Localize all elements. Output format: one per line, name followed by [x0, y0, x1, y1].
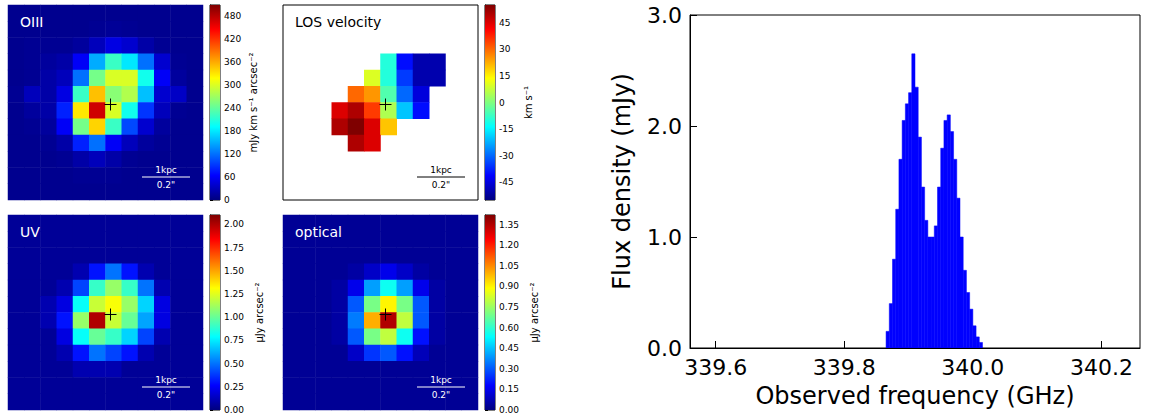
- svg-text:2.00: 2.00: [224, 219, 244, 229]
- svg-text:μJy arcsec⁻²: μJy arcsec⁻²: [254, 282, 265, 342]
- svg-text:Flux density (mJy): Flux density (mJy): [608, 73, 636, 290]
- svg-text:15: 15: [499, 71, 510, 81]
- svg-text:0.00: 0.00: [224, 405, 244, 415]
- svg-text:60: 60: [224, 172, 236, 182]
- svg-text:0.25: 0.25: [224, 382, 244, 392]
- svg-text:0.90: 0.90: [499, 281, 519, 291]
- svg-text:UV: UV: [20, 224, 40, 240]
- svg-text:339.6: 339.6: [684, 355, 747, 380]
- svg-text:1.20: 1.20: [499, 240, 519, 250]
- svg-text:339.8: 339.8: [813, 355, 876, 380]
- svg-text:300: 300: [224, 80, 241, 90]
- svg-text:0.2": 0.2": [432, 180, 450, 190]
- svg-text:30: 30: [499, 44, 511, 54]
- svg-text:0.75: 0.75: [499, 302, 519, 312]
- svg-text:480: 480: [224, 11, 241, 21]
- svg-text:340.2: 340.2: [1070, 355, 1133, 380]
- svg-text:1kpc: 1kpc: [430, 375, 452, 385]
- svg-text:0.2": 0.2": [157, 390, 175, 400]
- svg-text:Observed frequency (GHz): Observed frequency (GHz): [755, 382, 1074, 410]
- svg-text:0.50: 0.50: [224, 359, 244, 369]
- svg-text:340.0: 340.0: [941, 355, 1004, 380]
- svg-text:0.2": 0.2": [157, 180, 175, 190]
- svg-text:1.35: 1.35: [499, 220, 519, 230]
- svg-text:0.2": 0.2": [432, 390, 450, 400]
- svg-text:1kpc: 1kpc: [155, 375, 177, 385]
- svg-text:45: 45: [499, 18, 510, 28]
- svg-text:0.45: 0.45: [499, 343, 519, 353]
- svg-text:0.75: 0.75: [224, 335, 244, 345]
- svg-text:0: 0: [499, 98, 505, 108]
- svg-text:-45: -45: [499, 177, 514, 187]
- svg-text:3.0: 3.0: [647, 3, 682, 28]
- svg-text:1.75: 1.75: [224, 243, 244, 253]
- svg-text:240: 240: [224, 103, 241, 113]
- svg-text:-15: -15: [499, 124, 514, 134]
- svg-text:2.0: 2.0: [647, 114, 682, 139]
- svg-text:1kpc: 1kpc: [155, 165, 177, 175]
- svg-text:1.00: 1.00: [224, 312, 244, 322]
- svg-text:LOS velocity: LOS velocity: [295, 14, 381, 30]
- svg-text:420: 420: [224, 34, 241, 44]
- svg-text:μJy arcsec⁻²: μJy arcsec⁻²: [529, 282, 540, 342]
- svg-text:1.0: 1.0: [647, 225, 682, 250]
- svg-text:1.05: 1.05: [499, 261, 519, 271]
- svg-text:OIII: OIII: [20, 14, 43, 30]
- svg-text:120: 120: [224, 149, 241, 159]
- svg-text:0.0: 0.0: [647, 336, 682, 361]
- svg-text:360: 360: [224, 57, 241, 67]
- svg-text:km s⁻¹: km s⁻¹: [523, 86, 534, 119]
- svg-text:1.25: 1.25: [224, 289, 244, 299]
- svg-text:optical: optical: [295, 224, 342, 240]
- svg-text:180: 180: [224, 126, 241, 136]
- svg-text:0.30: 0.30: [499, 364, 519, 374]
- svg-text:1.50: 1.50: [224, 266, 244, 276]
- svg-text:0: 0: [224, 195, 230, 205]
- svg-text:-30: -30: [499, 151, 514, 161]
- svg-text:0.60: 0.60: [499, 323, 519, 333]
- svg-text:mJy km s⁻¹ arcsec⁻²: mJy km s⁻¹ arcsec⁻²: [248, 53, 259, 153]
- svg-text:0.15: 0.15: [499, 384, 519, 394]
- svg-text:0.00: 0.00: [499, 405, 519, 415]
- svg-text:1kpc: 1kpc: [430, 165, 452, 175]
